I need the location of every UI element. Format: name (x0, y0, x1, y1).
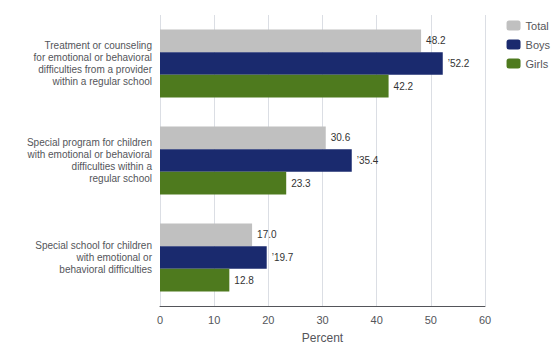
svg-text:Special school for children: Special school for children (35, 240, 152, 251)
svg-text:10: 10 (208, 314, 220, 326)
svg-text:20: 20 (262, 314, 274, 326)
svg-text:’52.2: ’52.2 (448, 58, 470, 69)
svg-text:Boys: Boys (526, 39, 551, 51)
svg-text:regular school: regular school (89, 173, 152, 184)
svg-text:30: 30 (316, 314, 328, 326)
svg-text:17.0: 17.0 (257, 229, 277, 240)
svg-text:42.2: 42.2 (394, 81, 414, 92)
svg-text:Total: Total (526, 20, 549, 32)
svg-text:Special program for children: Special program for children (27, 137, 152, 148)
svg-text:with emotional or behavioral: with emotional or behavioral (26, 149, 152, 160)
svg-text:40: 40 (371, 314, 383, 326)
svg-text:50: 50 (425, 314, 437, 326)
svg-text:’19.7: ’19.7 (272, 252, 294, 263)
svg-text:60: 60 (479, 314, 491, 326)
svg-text:Girls: Girls (526, 58, 549, 70)
svg-text:Percent: Percent (302, 331, 344, 345)
svg-text:30.6: 30.6 (331, 132, 351, 143)
svg-text:for emotional or behavioral: for emotional or behavioral (34, 52, 152, 63)
svg-text:Treatment or counseling: Treatment or counseling (45, 40, 152, 51)
svg-text:0: 0 (157, 314, 163, 326)
svg-text:48.2: 48.2 (426, 35, 446, 46)
svg-text:behavioral difficulties: behavioral difficulties (59, 264, 152, 275)
svg-text:difficulties within a: difficulties within a (72, 161, 153, 172)
svg-text:with emotional or: with emotional or (75, 252, 152, 263)
svg-text:’35.4: ’35.4 (357, 155, 379, 166)
svg-text:12.8: 12.8 (234, 275, 254, 286)
svg-text:difficulties from a provider: difficulties from a provider (38, 64, 152, 75)
svg-text:within a regular school: within a regular school (52, 76, 153, 87)
svg-text:23.3: 23.3 (291, 178, 311, 189)
